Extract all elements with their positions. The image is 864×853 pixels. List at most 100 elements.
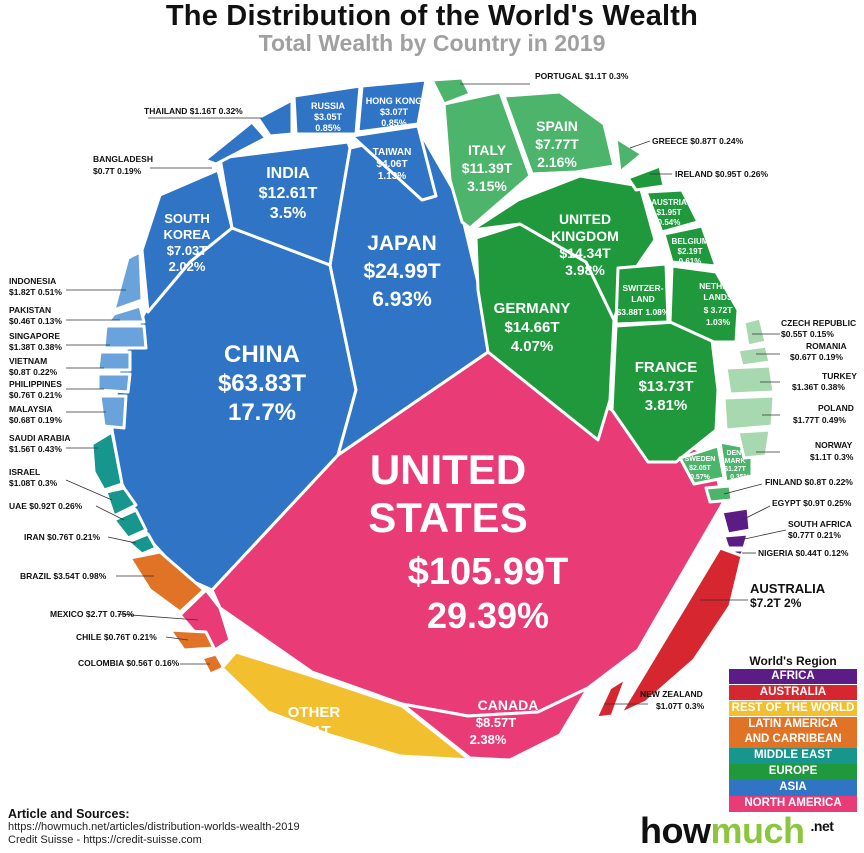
cell-pakistan [106, 304, 146, 324]
callout-philippines-1: PHILIPPINES [9, 379, 62, 389]
callout-thailand: THAILAND $1.16T 0.32% [144, 106, 243, 116]
india-label: INDIA [266, 165, 310, 182]
other-value: $11T [297, 723, 330, 740]
callout-saudi-2: $1.56T 0.43% [9, 444, 62, 454]
callout-poland-2: $1.77T 0.49% [793, 415, 846, 425]
callout-south-africa-2: $0.77T 0.21% [788, 530, 841, 540]
callout-new-zealand-1: NEW ZEALAND [640, 689, 703, 699]
cell-philippines [96, 372, 132, 394]
leader-uae [95, 505, 125, 521]
sweden-value: $2.05T [689, 465, 712, 472]
cell-uae [112, 508, 148, 540]
sources: Article and Sources: https://howmuch.net… [8, 808, 300, 847]
cell-finland [704, 484, 734, 504]
japan-value: $24.99T [363, 260, 440, 283]
logo-much: much [710, 810, 805, 851]
legend-item-latin-america: LATIN AMERICA [729, 716, 857, 732]
callout-indonesia-2: $1.82T 0.51% [9, 287, 62, 297]
denmark-label-2: MARK [725, 458, 746, 465]
south-korea-label-1: SOUTH [164, 211, 210, 226]
callout-ireland: IRELAND $0.95T 0.26% [675, 169, 769, 179]
france-value: $13.73T [638, 378, 693, 395]
france-share: 3.81% [645, 397, 688, 414]
callout-norway-1: NORWAY [815, 440, 853, 450]
legend-item-australia: AUSTRALIA [729, 684, 857, 700]
russia-share: 0.85% [315, 123, 341, 133]
callout-poland-1: POLAND [818, 403, 854, 413]
chart-subtitle: Total Wealth by Country in 2019 [258, 30, 606, 56]
callout-uae: UAE $0.92T 0.26% [9, 501, 83, 511]
callout-portugal: PORTUGAL $1.1T 0.3% [535, 71, 629, 81]
callout-finland: FINLAND $0.8T 0.22% [765, 477, 853, 487]
callout-malaysia-1: MALAYSIA [9, 404, 53, 414]
logo-net: .net [810, 818, 834, 834]
netherlands-label-2: LANDS [703, 292, 733, 302]
cell-portugal [430, 76, 472, 106]
cell-south-korea [140, 168, 234, 314]
uk-value: $14.34T [559, 245, 611, 261]
cell-uk [470, 174, 657, 322]
spain-share: 2.16% [537, 154, 577, 170]
denmark-label-1: DEN- [726, 450, 744, 457]
callout-vietnam-1: VIETNAM [9, 356, 47, 366]
canada-label: CANADA [478, 697, 539, 713]
switzerland-value: $3.88T 1.08% [617, 307, 670, 317]
sweden-share: 0.57% [690, 474, 711, 481]
cell-austria [644, 188, 700, 234]
cell-russia [292, 84, 362, 136]
callout-nigeria: NIGERIA $0.44T 0.12% [758, 548, 849, 558]
hong-kong-label: HONG KONG [366, 96, 423, 106]
cell-israel [104, 486, 138, 518]
callout-czech-2: $0.55T 0.15% [781, 329, 834, 339]
other-label: OTHER [288, 704, 341, 721]
chart-title: The Distribution of the World's Wealth [165, 0, 699, 32]
legend-item-rest-of-world: REST OF THE WORLD [729, 700, 857, 716]
callout-romania-1: ROMANIA [806, 341, 847, 351]
callout-israel-2: $1.08T 0.3% [9, 478, 58, 488]
cell-indonesia [112, 250, 144, 312]
italy-label: ITALY [468, 142, 507, 158]
us-value: $105.99T [408, 551, 569, 593]
legend-item-europe: EUROPE [729, 764, 857, 780]
leader-egypt [741, 505, 771, 521]
callout-turkey-2: $1.36T 0.38% [792, 382, 845, 392]
cell-thailand [256, 98, 294, 138]
callout-brazil: BRAZIL $3.54T 0.98% [20, 571, 107, 581]
us-label-line2: STATES [368, 494, 527, 541]
other-share: 3.04% [293, 742, 336, 759]
callout-australia-1: AUSTRALIA [750, 581, 826, 596]
sources-link-article[interactable]: https://howmuch.net/articles/distributio… [8, 821, 300, 833]
callout-south-africa-1: SOUTH AFRICA [788, 519, 852, 529]
cell-bangladesh [203, 120, 268, 166]
sources-link-credit[interactable]: Credit Suisse - https://credit-suisse.co… [8, 834, 202, 846]
cell-italy [442, 90, 532, 230]
russia-label: RUSSIA [311, 101, 346, 111]
cell-new-zealand [594, 676, 628, 720]
switzerland-label-1: SWITZER- [622, 283, 663, 293]
cell-vietnam [96, 350, 132, 372]
japan-share: 6.93% [372, 288, 432, 311]
callout-singapore-2: $1.38T 0.38% [9, 342, 62, 352]
uk-label-2: KINGDOM [551, 228, 619, 244]
taiwan-share: 1.13% [378, 171, 406, 182]
uk-share: 3.98% [565, 262, 605, 278]
taiwan-value: $4.06T [376, 159, 407, 170]
callout-chile: CHILE $0.76T 0.21% [76, 632, 157, 642]
germany-share: 4.07% [511, 338, 554, 355]
denmark-share: 0.35% [730, 474, 751, 481]
germany-value: $14.66T [504, 319, 559, 336]
canada-value: $8.57T [476, 715, 517, 730]
austria-value: $1.95T [657, 208, 682, 217]
cell-saudi-arabia [90, 430, 124, 492]
legend-item-caribbean: AND CARRIBEAN [729, 732, 857, 748]
cell-chile [168, 628, 216, 652]
legend-item-north-america: NORTH AMERICA [729, 796, 857, 812]
cell-ireland [626, 164, 666, 192]
legend-title: World's Region [749, 654, 837, 668]
cell-singapore [102, 324, 148, 350]
callout-saudi-1: SAUDI ARABIA [9, 433, 71, 443]
cell-other [220, 650, 472, 762]
cell-brazil [128, 550, 206, 614]
taiwan-label: TAIWAN [373, 147, 412, 158]
